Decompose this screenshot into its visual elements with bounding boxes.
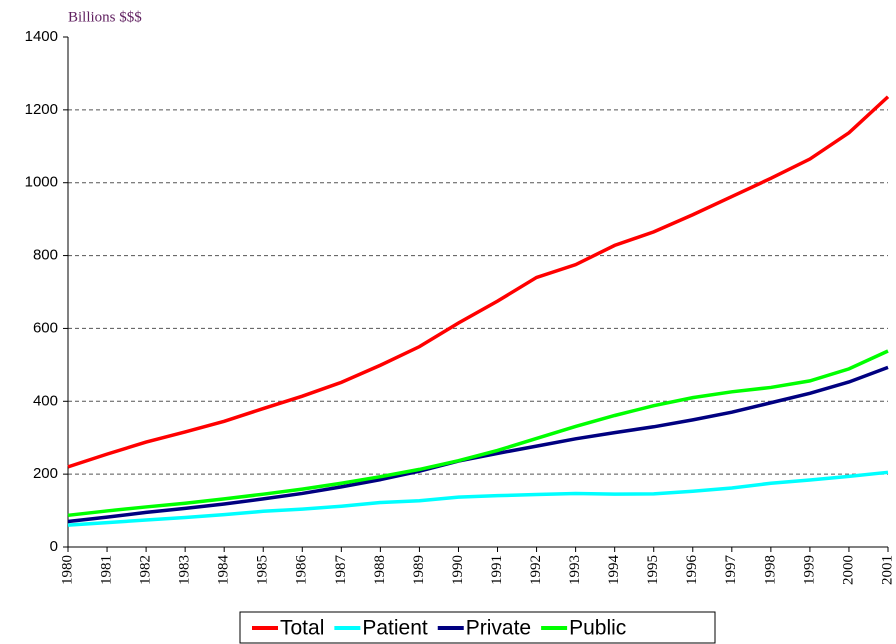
x-tick-label: 1985: [255, 555, 271, 585]
x-tick-label: 1983: [177, 555, 193, 585]
x-tick-label: 1987: [333, 555, 349, 586]
x-tick-label: 1995: [645, 555, 661, 585]
legend-label: Private: [466, 617, 531, 640]
legend-box: [239, 611, 716, 644]
legend-label: Total: [280, 617, 324, 640]
y-tick-label: 1400: [25, 28, 58, 45]
y-tick-label: 1200: [25, 101, 58, 118]
x-tick-label: 1990: [450, 555, 466, 585]
legend: Total Patient Private Public: [239, 611, 716, 644]
y-tick-label: 400: [33, 392, 58, 409]
x-tick-label: 1988: [372, 555, 388, 585]
series-line: [67, 349, 889, 518]
x-tick-label: 1989: [411, 555, 427, 585]
x-tick-label: 1994: [606, 555, 622, 586]
y-tick-label: 1000: [25, 174, 58, 191]
legend-label: Patient: [362, 617, 428, 640]
x-tick-label: 1991: [489, 555, 505, 585]
x-tick-label: 1998: [762, 555, 778, 585]
x-tick-label: 1984: [216, 555, 232, 586]
x-tick-label: 2000: [840, 555, 856, 585]
series-line: [67, 95, 890, 469]
x-tick-label: 1997: [723, 555, 739, 586]
x-tick-label: 2001: [879, 555, 895, 585]
x-tick-label: 1980: [59, 555, 75, 585]
y-tick-label: 200: [33, 465, 58, 482]
y-tick-label: 0: [50, 538, 58, 555]
x-tick-label: 1993: [567, 555, 583, 585]
y-axis-label: Billions $$$: [68, 9, 142, 25]
legend-label: Public: [569, 617, 626, 640]
x-tick-label: 1981: [98, 555, 114, 585]
x-tick-label: 1982: [138, 555, 154, 585]
y-tick-label: 800: [33, 247, 58, 264]
x-tick-label: 1996: [684, 555, 700, 586]
x-tick-label: 1986: [294, 555, 310, 586]
series-line: [67, 365, 889, 524]
series-line: [67, 470, 889, 527]
y-tick-label: 600: [33, 319, 58, 336]
x-tick-label: 1999: [801, 555, 817, 585]
x-tick-label: 1992: [528, 555, 544, 585]
